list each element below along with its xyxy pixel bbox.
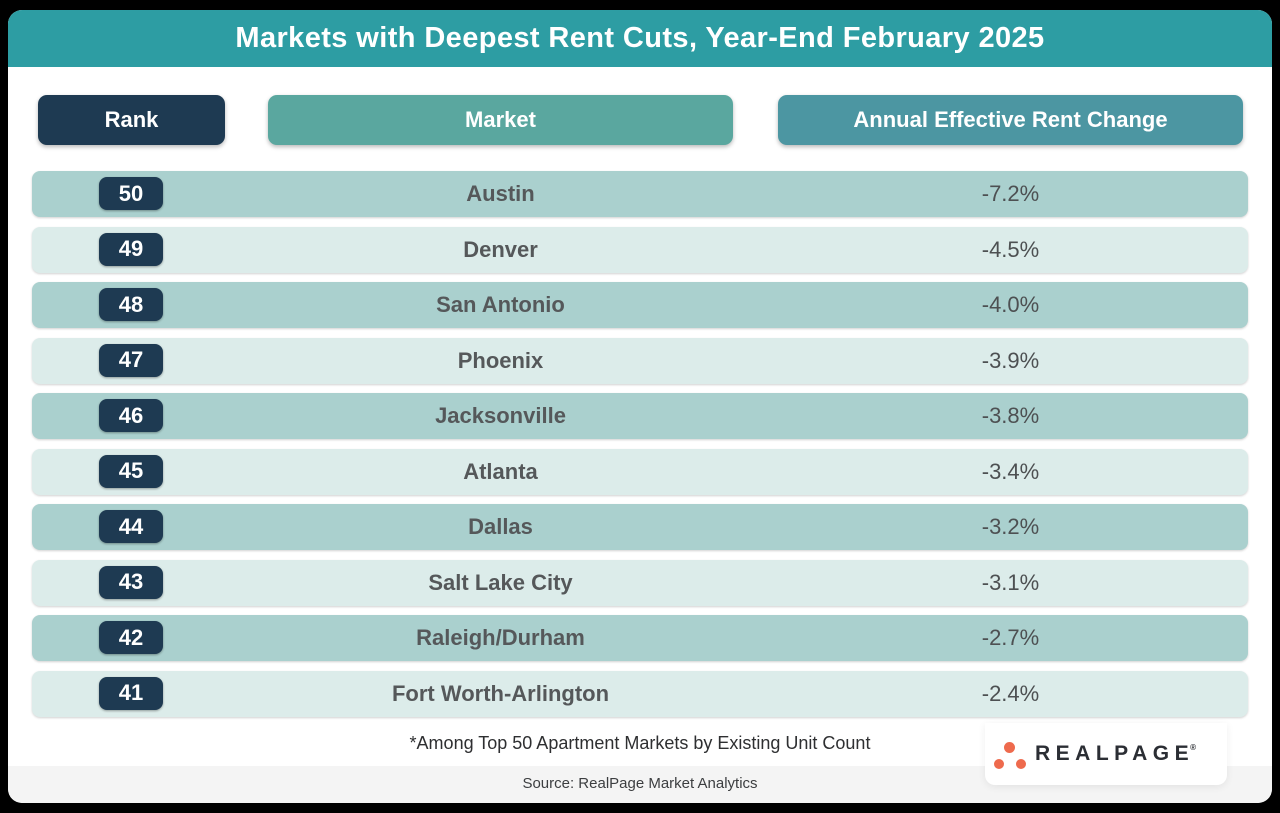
column-header-change: Annual Effective Rent Change [778, 95, 1243, 145]
table-row: 48 San Antonio -4.0% [32, 282, 1248, 328]
realpage-logo: REALPAGE ® [985, 723, 1227, 785]
change-cell: -3.8% [981, 403, 1040, 428]
table-row: 41 Fort Worth-Arlington -2.4% [32, 670, 1248, 717]
rank-badge: 49 [99, 232, 163, 266]
registered-mark: ® [1190, 742, 1197, 752]
logo-dot [1004, 742, 1015, 753]
market-cell: Austin [466, 181, 535, 206]
market-cell: Atlanta [463, 458, 538, 484]
change-cell: -7.2% [981, 181, 1040, 206]
change-cell: -3.2% [981, 514, 1040, 539]
table-row: 45 Atlanta -3.4% [32, 448, 1248, 495]
market-cell: Jacksonville [435, 403, 566, 428]
table-row: 43 Salt Lake City -3.1% [32, 559, 1248, 606]
table-row: 44 Dallas -3.2% [32, 504, 1248, 550]
market-cell: Dallas [468, 514, 533, 539]
logo-dot [1016, 759, 1026, 769]
table-body: 50 Austin -7.2% 49 Denver -4.5% 48 San A… [32, 171, 1248, 717]
change-cell: -2.4% [981, 680, 1040, 706]
market-cell: Salt Lake City [428, 569, 573, 595]
change-cell: -2.7% [981, 625, 1040, 650]
realpage-wordmark: REALPAGE ® [1035, 723, 1200, 785]
change-cell: -3.1% [981, 569, 1040, 595]
realpage-dots-icon [985, 723, 1035, 785]
change-cell: -3.9% [981, 347, 1040, 373]
rank-badge: 47 [99, 343, 163, 377]
page-title: Markets with Deepest Rent Cuts, Year-End… [235, 22, 1045, 54]
logo-dot [994, 759, 1004, 769]
rank-badge: 44 [99, 510, 163, 543]
table-row: 50 Austin -7.2% [32, 171, 1248, 217]
rank-badge: 42 [99, 621, 163, 654]
footnote: *Among Top 50 Apartment Markets by Exist… [409, 733, 871, 753]
market-cell: Phoenix [457, 347, 544, 373]
market-cell: Fort Worth-Arlington [391, 680, 610, 706]
rank-badge: 43 [99, 565, 163, 599]
market-cell: San Antonio [436, 292, 565, 317]
change-cell: -4.0% [981, 292, 1040, 317]
table-row: 47 Phoenix -3.9% [32, 337, 1248, 384]
column-header-rank-label: Rank [104, 107, 159, 132]
infographic-card: Markets with Deepest Rent Cuts, Year-End… [8, 10, 1272, 803]
column-header-market-label: Market [465, 107, 536, 132]
rank-badge: 41 [99, 676, 163, 710]
realpage-wordmark-text: REALPAGE [1035, 742, 1195, 765]
rank-badge: 50 [99, 177, 163, 210]
rank-badge: 48 [99, 288, 163, 321]
table-row: 49 Denver -4.5% [32, 226, 1248, 273]
market-cell: Denver [463, 236, 538, 262]
rank-badge: 45 [99, 454, 163, 488]
table-row: 42 Raleigh/Durham -2.7% [32, 615, 1248, 661]
market-cell: Raleigh/Durham [416, 625, 585, 650]
rank-badge: 46 [99, 399, 163, 432]
column-header-change-label: Annual Effective Rent Change [853, 107, 1168, 132]
column-header-market: Market [268, 95, 733, 145]
change-cell: -3.4% [981, 458, 1040, 484]
source-text: Source: RealPage Market Analytics [522, 775, 758, 792]
column-header-rank: Rank [38, 95, 225, 145]
title-bar: Markets with Deepest Rent Cuts, Year-End… [8, 10, 1272, 67]
change-cell: -4.5% [981, 236, 1040, 262]
table-row: 46 Jacksonville -3.8% [32, 393, 1248, 439]
